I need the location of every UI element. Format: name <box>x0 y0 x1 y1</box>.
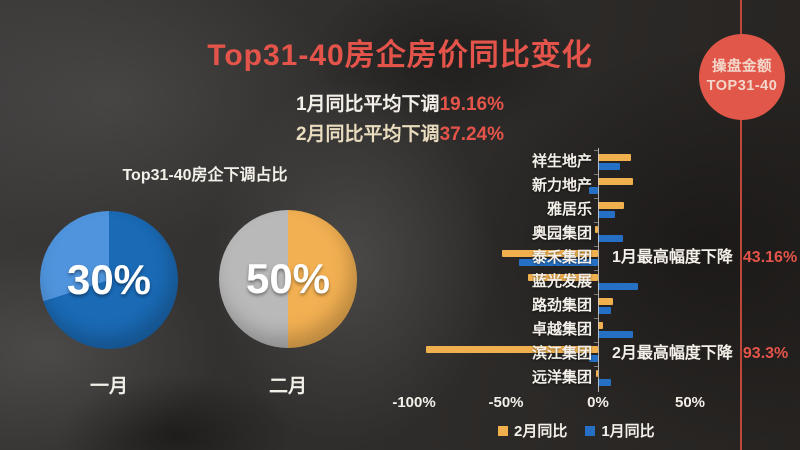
bar-january <box>588 355 598 362</box>
category-label: 新力地产 <box>531 177 592 194</box>
bar-february <box>598 178 633 185</box>
legend-item: 1月同比 <box>585 420 655 441</box>
bar-february <box>598 202 624 209</box>
pie-january-percent: 30% <box>66 256 152 303</box>
axis-tick <box>594 150 598 151</box>
bar-february <box>426 346 598 353</box>
bar-january <box>518 259 598 266</box>
annotation-text: 1月最高幅度下降 <box>612 249 733 266</box>
axis-tick <box>594 294 598 295</box>
top31-40-badge: 操盘金额 TOP31-40 <box>699 34 785 120</box>
axis-tick <box>594 366 598 367</box>
bar-february <box>528 274 598 281</box>
max-drop-annotation: 2月最高幅度下降 93.3% <box>612 342 788 366</box>
pie-february-label: 二月 <box>268 376 307 397</box>
page-title: Top31-40房企房价同比变化 <box>207 39 593 72</box>
category-label: 雅居乐 <box>546 201 592 218</box>
bar-january <box>598 211 615 218</box>
bar-january <box>598 379 611 386</box>
axis-tick <box>594 222 598 223</box>
x-axis-tick-label: 0% <box>587 394 609 411</box>
bar-january <box>598 235 623 242</box>
bar-january <box>598 331 633 338</box>
axis-tick <box>594 246 598 247</box>
category-label: 奥园集团 <box>531 225 592 242</box>
chart-legend: 2月同比 1月同比 <box>498 420 655 441</box>
subtitle-february-value: 37.24% <box>439 124 505 145</box>
bar-february <box>595 226 598 233</box>
pie-chart-february: 50% <box>219 210 357 348</box>
annotation-value: 43.16% <box>742 249 798 266</box>
annotation-value: 93.3% <box>742 345 789 362</box>
subtitle-january-value: 19.16% <box>439 94 505 115</box>
category-label: 远洋集团 <box>531 369 592 386</box>
pie-section-title: Top31-40房企下调占比 <box>122 167 288 184</box>
category-label: 泰禾集团 <box>531 249 592 266</box>
bar-february <box>598 322 603 329</box>
pie-january-label: 一月 <box>89 376 128 397</box>
legend-label: 1月同比 <box>601 423 655 440</box>
subtitle-february: 2月同比平均下调37.24% <box>0 119 800 146</box>
max-drop-annotation: 1月最高幅度下降 43.16% <box>612 246 797 270</box>
category-label: 路劲集团 <box>531 297 592 314</box>
category-label: 滨江集团 <box>531 345 592 362</box>
subtitle-january-text: 1月同比平均下调 <box>295 94 440 115</box>
bar-february <box>596 370 598 377</box>
badge-line2: TOP31-40 <box>706 78 778 94</box>
category-label: 祥生地产 <box>531 153 592 170</box>
axis-tick <box>594 318 598 319</box>
legend-item: 2月同比 <box>498 420 567 441</box>
category-label: 蓝光发展 <box>531 273 592 290</box>
legend-swatch <box>498 425 508 436</box>
legend-label: 2月同比 <box>514 423 568 440</box>
subtitle-february-text: 2月同比平均下调 <box>295 124 440 145</box>
badge-line1: 操盘金额 <box>712 59 772 75</box>
legend-swatch <box>585 425 596 436</box>
bar-february <box>598 154 632 161</box>
bar-january <box>588 187 598 194</box>
pie-february-percent: 50% <box>245 255 331 302</box>
axis-tick <box>594 174 598 175</box>
bar-january <box>598 307 611 314</box>
bar-january <box>598 163 621 170</box>
axis-tick <box>594 342 598 343</box>
x-axis-tick-label: 50% <box>674 394 706 411</box>
bar-february <box>502 250 598 257</box>
bar-january <box>598 283 639 290</box>
annotation-text: 2月最高幅度下降 <box>612 345 733 362</box>
subtitle-january: 1月同比平均下调19.16% <box>0 89 800 116</box>
bar-february <box>598 298 613 305</box>
x-axis-tick-label: -50% <box>488 394 524 411</box>
axis-tick <box>594 270 598 271</box>
pie-chart-january: 30% <box>40 211 178 349</box>
vertical-accent-line <box>740 0 742 450</box>
category-label: 卓越集团 <box>531 321 592 338</box>
axis-tick <box>594 198 598 199</box>
x-axis-tick-label: -100% <box>392 394 436 411</box>
chart-zero-axis <box>597 148 599 392</box>
